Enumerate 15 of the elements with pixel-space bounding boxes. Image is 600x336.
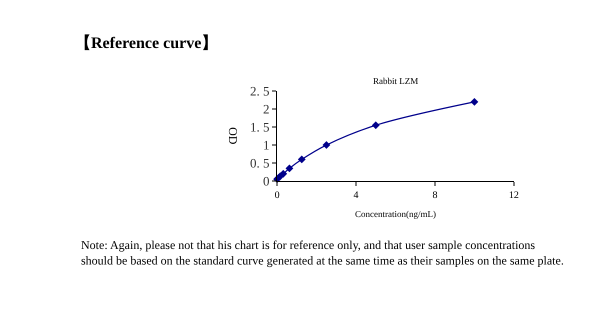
x-axis-title: Concentration(ng/mL) [355, 209, 436, 219]
y-tick-label: 1. 5 [250, 120, 270, 135]
y-tick-label: 2. 5 [250, 84, 270, 99]
y-axis-title: OD [226, 127, 240, 145]
x-tick-label: 12 [508, 190, 519, 201]
text: 【Reference curve】 [75, 34, 218, 52]
x-tick-label: 8 [432, 190, 438, 201]
text: Note: Again, please not that his chart is for reference only, and that user sample concentrations should be based on the standard curve generated at the same time as their samples on the same plate. [81, 238, 564, 268]
chart-title: Rabbit LZM [373, 76, 418, 86]
y-tick-label: 1 [262, 138, 270, 153]
y-tick-label: 0. 5 [250, 156, 270, 171]
x-tick-label: 4 [354, 190, 359, 201]
y-tick-label: 2 [262, 102, 270, 117]
x-tick-label: 0 [274, 190, 280, 201]
y-tick-label: 0 [262, 174, 270, 189]
